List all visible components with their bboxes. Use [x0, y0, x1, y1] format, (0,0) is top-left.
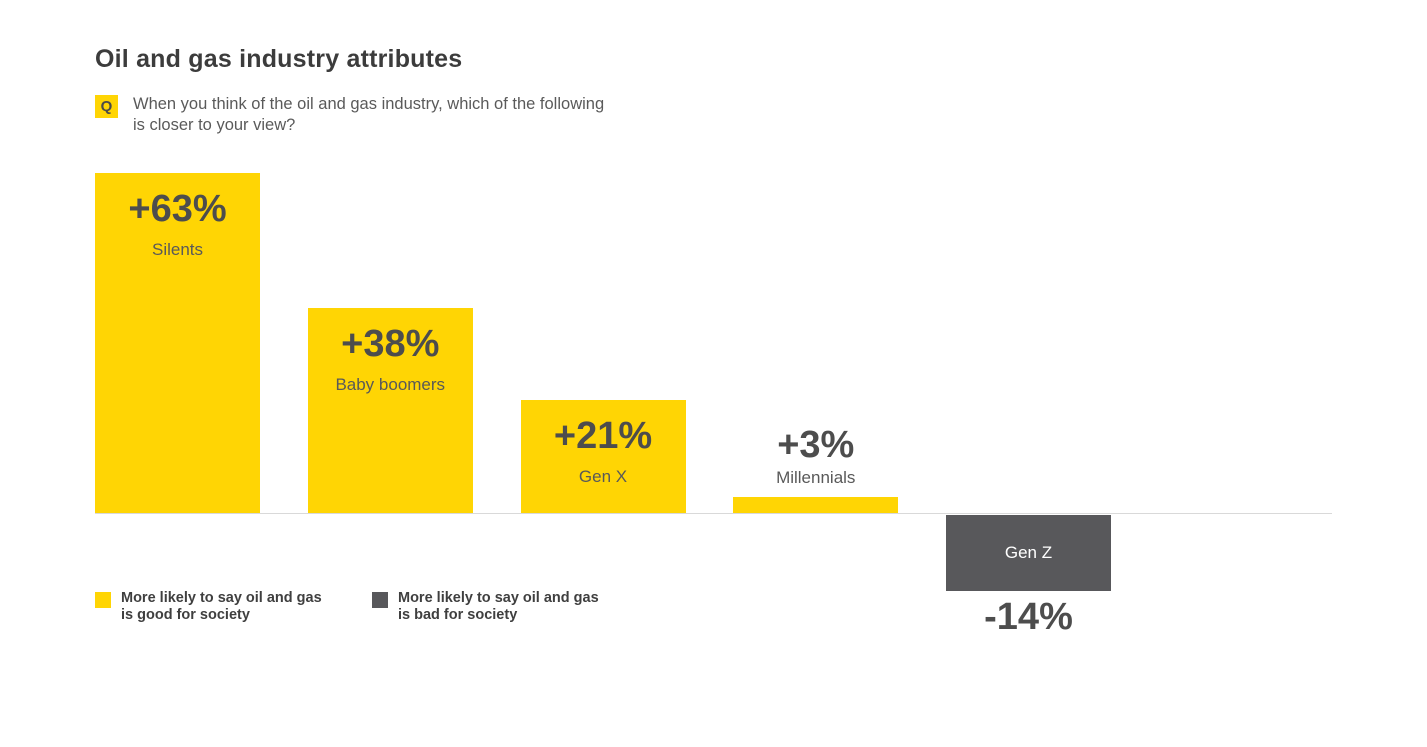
legend-swatch-bad: [372, 592, 388, 608]
legend-label-good: More likely to say oil and gas is good f…: [121, 590, 322, 624]
legend-good-line-2: is good for society: [121, 607, 250, 623]
page-title: Oil and gas industry attributes: [95, 45, 463, 73]
category-label-gen-x: Gen X: [578, 467, 628, 486]
category-label-baby-boomers: Baby boomers: [335, 375, 446, 394]
legend-swatch-good: [95, 592, 111, 608]
question-text: When you think of the oil and gas indust…: [133, 94, 604, 136]
bar-millennials: [733, 497, 899, 513]
value-label-baby-boomers: +38%: [341, 323, 440, 365]
value-label-silents: +63%: [128, 188, 227, 230]
legend-label-bad: More likely to say oil and gas is bad fo…: [398, 590, 599, 624]
bar-baby-boomers: [307, 308, 473, 513]
bar-gen-x: [520, 400, 686, 513]
question-line-1: When you think of the oil and gas indust…: [133, 95, 605, 113]
legend-item-bad: More likely to say oil and gas is bad fo…: [372, 590, 599, 624]
legend-bad-line-1: More likely to say oil and gas: [398, 590, 599, 606]
category-label-millennials: Millennials: [776, 468, 856, 487]
legend-bad-line-2: is bad for society: [398, 607, 518, 623]
category-label-gen-z: Gen Z: [1004, 543, 1053, 562]
question-line-2: is closer to your view?: [133, 116, 296, 134]
category-label-silents: Silents: [151, 240, 204, 259]
value-label-millennials: +3%: [777, 424, 855, 466]
legend-good-line-1: More likely to say oil and gas: [121, 590, 322, 606]
axis-baseline: [95, 513, 1332, 514]
bar-silents: [95, 173, 260, 513]
question-badge: Q: [95, 95, 118, 118]
value-label-gen-z: -14%: [984, 596, 1073, 638]
legend-item-good: More likely to say oil and gas is good f…: [95, 590, 322, 624]
bar-gen-z: [946, 515, 1111, 591]
value-label-gen-x: +21%: [553, 415, 653, 457]
